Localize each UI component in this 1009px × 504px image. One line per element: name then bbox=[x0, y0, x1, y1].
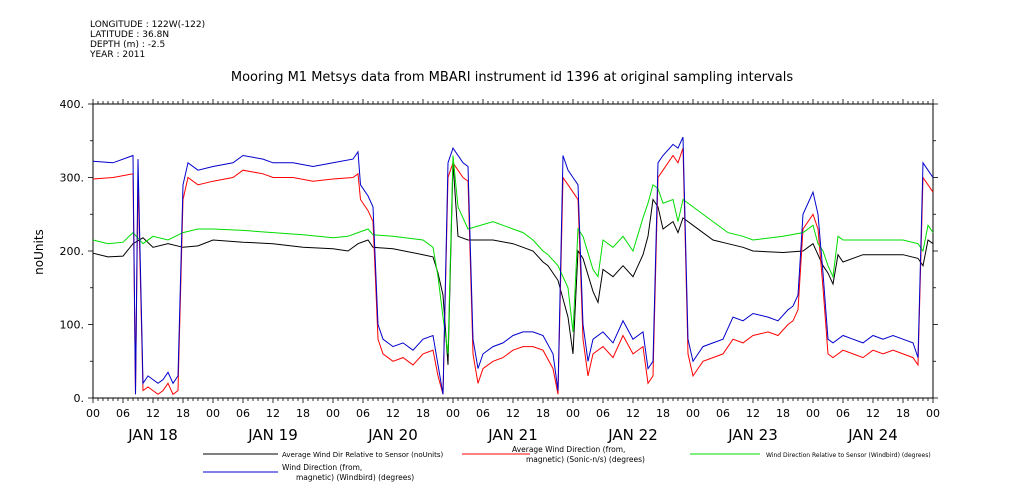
x-tick-label: 18 bbox=[296, 407, 310, 420]
legend-label-3: Wind Direction Relative to Sensor (Windb… bbox=[766, 452, 931, 459]
x-tick-label: 06 bbox=[116, 407, 130, 420]
day-label: JAN 21 bbox=[487, 426, 538, 444]
longitude-text: LONGITUDE : 122W(-122) bbox=[90, 20, 206, 30]
series-line-2 bbox=[92, 147, 934, 396]
x-tick-label: 06 bbox=[716, 407, 730, 420]
x-tick-label: 06 bbox=[236, 407, 250, 420]
x-tick-label: 12 bbox=[866, 407, 880, 420]
x-tick-label: 18 bbox=[656, 407, 670, 420]
x-tick-label: 18 bbox=[416, 407, 430, 420]
series-lines bbox=[92, 136, 934, 396]
axes: 0. 100. 200. 300. 400. 00 06 12 18 00 06 12 18 00 06 12… bbox=[60, 98, 941, 444]
x-tick-label: 00 bbox=[566, 407, 580, 420]
day-label: JAN 22 bbox=[607, 426, 658, 444]
x-tick-label: 18 bbox=[896, 407, 910, 420]
x-tick-label: 12 bbox=[146, 407, 160, 420]
legend-label-2: magnetic) (Sonic-n/s) (degrees) bbox=[526, 455, 645, 464]
legend-label-2: Average Wind Direction (from, bbox=[512, 445, 625, 454]
metadata-block: LONGITUDE : 122W(-122) LATITUDE : 36.8N … bbox=[90, 20, 205, 60]
depth-text: DEPTH (m) : -2.5 bbox=[90, 40, 166, 50]
y-tick-label: 100. bbox=[60, 319, 85, 332]
plot-frame bbox=[92, 103, 934, 399]
legend-label-4: magnetic) (Windbird) (degrees) bbox=[296, 473, 414, 482]
x-tick-label: 18 bbox=[176, 407, 190, 420]
x-tick-label: 00 bbox=[926, 407, 940, 420]
latitude-text: LATITUDE : 36.8N bbox=[90, 30, 170, 40]
day-label: JAN 19 bbox=[247, 426, 298, 444]
x-tick-label: 00 bbox=[326, 407, 340, 420]
series-line-4 bbox=[92, 136, 934, 395]
y-axis-label: noUnits bbox=[32, 229, 46, 275]
y-tick-label: 400. bbox=[60, 98, 85, 111]
legend-label-1: Average Wind Dir Relative to Sensor (noU… bbox=[282, 451, 443, 459]
day-label: JAN 23 bbox=[727, 426, 778, 444]
x-tick-label: 18 bbox=[536, 407, 550, 420]
x-tick-label: 06 bbox=[356, 407, 370, 420]
legend-label-4: Wind Direction (from, bbox=[282, 463, 362, 472]
x-tick-label: 00 bbox=[686, 407, 700, 420]
day-label: JAN 24 bbox=[847, 426, 898, 444]
x-tick-label: 06 bbox=[836, 407, 850, 420]
x-tick-label: 12 bbox=[746, 407, 760, 420]
x-tick-label: 12 bbox=[626, 407, 640, 420]
y-tick-label: 200. bbox=[60, 245, 85, 258]
series-line-3 bbox=[92, 155, 934, 354]
y-tick-label: 0. bbox=[74, 392, 85, 405]
x-tick-label: 06 bbox=[476, 407, 490, 420]
day-label: JAN 20 bbox=[367, 426, 418, 444]
x-tick-label: 12 bbox=[386, 407, 400, 420]
x-tick-label: 06 bbox=[596, 407, 610, 420]
x-tick-label: 12 bbox=[506, 407, 520, 420]
chart-title: Mooring M1 Metsys data from MBARI instru… bbox=[231, 70, 793, 85]
legend: Average Wind Dir Relative to Sensor (noU… bbox=[203, 445, 931, 482]
x-tick-label: 00 bbox=[86, 407, 100, 420]
x-tick-label: 00 bbox=[206, 407, 220, 420]
x-tick-label: 00 bbox=[806, 407, 820, 420]
x-tick-label: 00 bbox=[446, 407, 460, 420]
year-text: YEAR : 2011 bbox=[90, 50, 146, 60]
series-line-1 bbox=[92, 162, 934, 365]
x-tick-label: 12 bbox=[266, 407, 280, 420]
x-tick-label: 18 bbox=[776, 407, 790, 420]
day-label: JAN 18 bbox=[127, 426, 178, 444]
y-tick-label: 300. bbox=[60, 172, 85, 185]
